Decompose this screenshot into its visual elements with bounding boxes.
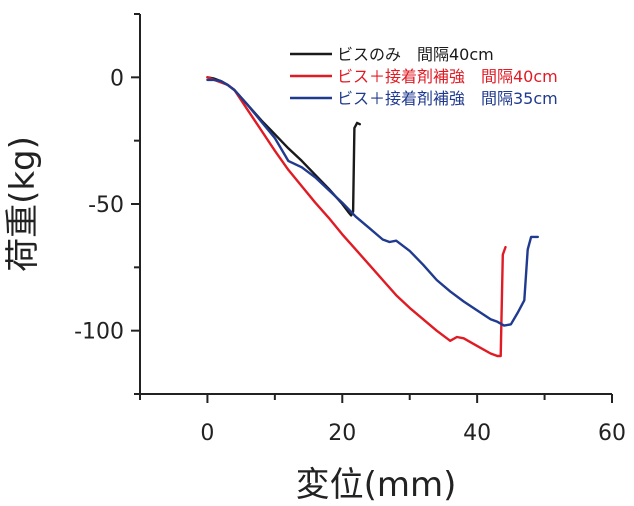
ticks: 0 20 40 60 0 -50 -100 [74,13,626,446]
series-line-2 [206,78,539,327]
y-tick-label: 0 [110,66,124,91]
series-line-1 [206,76,507,358]
x-tick-label: 40 [463,421,491,446]
series-layer [206,76,539,358]
x-axis-title: 変位(mm) [296,465,457,505]
y-tick-label: -100 [74,320,124,345]
legend-label-0: ビスのみ 間隔40cm [337,45,494,64]
legend-label-2: ビス＋接着剤補強 間隔35cm [337,89,558,108]
x-tick-label: 60 [598,421,626,446]
x-tick-label: 20 [328,421,356,446]
y-tick-label: -50 [88,193,124,218]
legend: ビスのみ 間隔40cm ビス＋接着剤補強 間隔40cm ビス＋接着剤補強 間隔3… [290,45,558,108]
legend-label-1: ビス＋接着剤補強 間隔40cm [337,67,558,86]
x-tick-label: 0 [200,421,214,446]
y-axis-title: 荷重(kg) [3,136,43,272]
